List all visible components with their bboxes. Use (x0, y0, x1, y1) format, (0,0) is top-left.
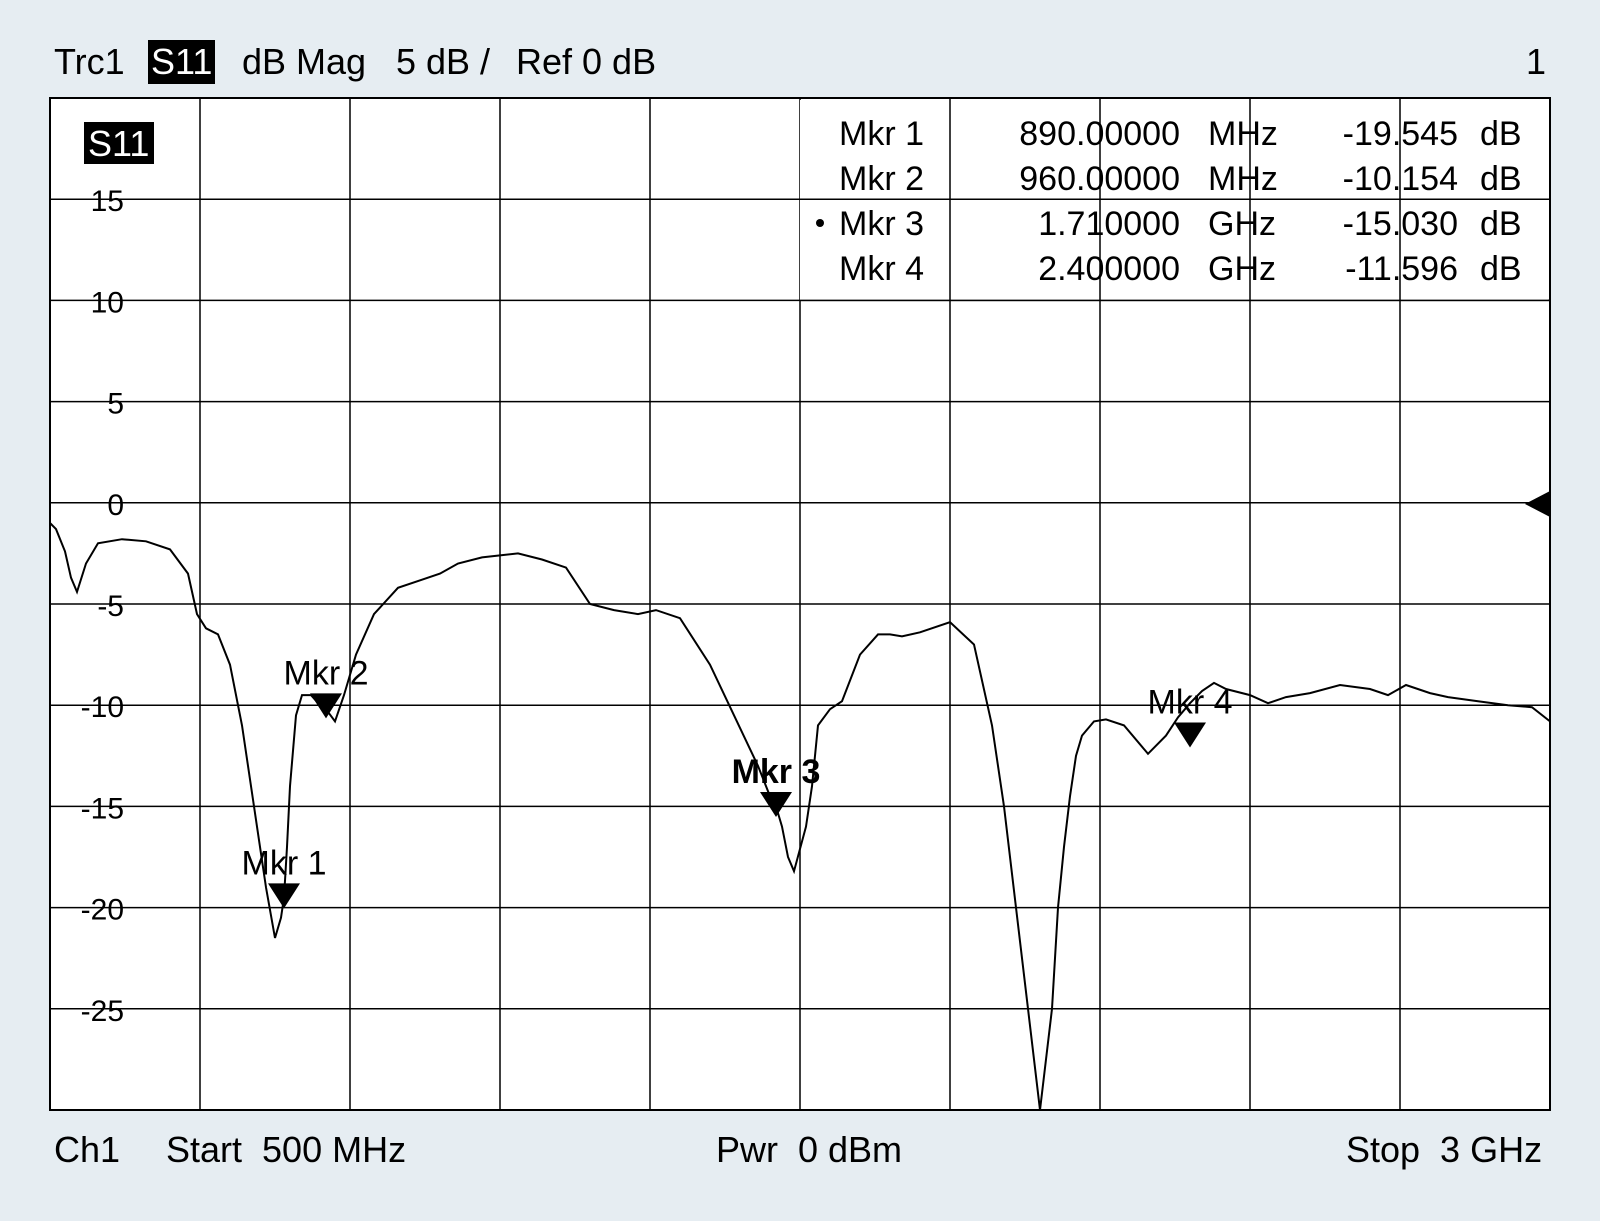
marker-label-3: Mkr 3 (732, 753, 821, 791)
header-channel-num: 1 (1526, 41, 1547, 82)
marker-table-frequency-unit-2: MHz (1208, 160, 1278, 198)
trace-param-label: S11 (88, 123, 149, 164)
marker-table-frequency-4: 2.400000 (1038, 250, 1180, 288)
marker-table: Mkr 1 890.00000 MHz -19.545 dB Mkr 2 960.00000… (800, 100, 1550, 302)
footer-stop: Stop 3 GHz (1346, 1129, 1543, 1170)
marker-table-name-1: Mkr 1 (839, 115, 924, 153)
y-tick-label: 5 (107, 388, 124, 421)
trace-param-label-box (84, 122, 154, 164)
marker-table-value-4: -11.596 (1345, 250, 1458, 288)
marker-label-1: Mkr 1 (242, 844, 327, 882)
marker-table-frequency-unit-3: GHz (1208, 205, 1276, 243)
marker-table-name-2: Mkr 2 (839, 160, 924, 198)
marker-label-2: Mkr 2 (284, 654, 369, 692)
footer-power: Pwr 0 dBm (716, 1129, 903, 1170)
header-param: S11 (148, 40, 216, 84)
marker-table-frequency-unit-4: GHz (1208, 250, 1276, 288)
marker-table-name-4: Mkr 4 (839, 250, 924, 288)
marker-table-value-unit-1: dB (1480, 115, 1522, 153)
header-trace: Trc1 (54, 41, 125, 82)
marker-table-frequency-1: 890.00000 (1019, 115, 1180, 153)
marker-table-value-unit-2: dB (1480, 160, 1522, 198)
active-marker-dot (816, 219, 824, 227)
footer-channel: Ch1 (54, 1129, 121, 1170)
markers: Mkr 1 Mkr 2 Mkr 3 Mkr 4 (242, 654, 1233, 909)
header-scale: 5 dB / (396, 41, 491, 82)
marker-table-value-3: -15.030 (1343, 205, 1458, 243)
header-format: dB Mag (242, 41, 367, 82)
y-tick-label: 0 (107, 489, 124, 522)
y-tick-label: -20 (81, 894, 124, 927)
y-tick-label: 10 (91, 286, 124, 319)
marker-table-value-2: -10.154 (1343, 160, 1458, 198)
marker-table-value-unit-4: dB (1480, 250, 1522, 288)
footer-start: Start 500 MHz (166, 1129, 407, 1170)
marker-table-value-1: -19.545 (1343, 115, 1458, 153)
marker-table-background (800, 100, 1548, 300)
marker-label-4: Mkr 4 (1148, 684, 1233, 722)
y-tick-label: -5 (97, 590, 124, 623)
marker-triangle-2 (310, 693, 342, 719)
marker-table-value-unit-3: dB (1480, 205, 1522, 243)
y-tick-label: -25 (81, 995, 124, 1028)
y-tick-label: -10 (81, 691, 124, 724)
y-tick-label: 15 (91, 185, 124, 218)
marker-table-name-3: Mkr 3 (839, 205, 924, 243)
y-tick-label: -15 (81, 792, 124, 825)
header-ref: Ref 0 dB (516, 41, 657, 82)
marker-table-frequency-3: 1.710000 (1038, 205, 1180, 243)
reference-level-arrow (1525, 491, 1550, 517)
marker-table-frequency-2: 960.00000 (1019, 160, 1180, 198)
y-tick-labels: 15 10 5 0 -5 -10 -15 -20 -25 (81, 185, 124, 1028)
marker-triangle-4 (1174, 722, 1206, 748)
marker-triangle-3 (760, 792, 792, 818)
marker-table-frequency-unit-1: MHz (1208, 115, 1278, 153)
marker-triangle-1 (268, 883, 300, 909)
